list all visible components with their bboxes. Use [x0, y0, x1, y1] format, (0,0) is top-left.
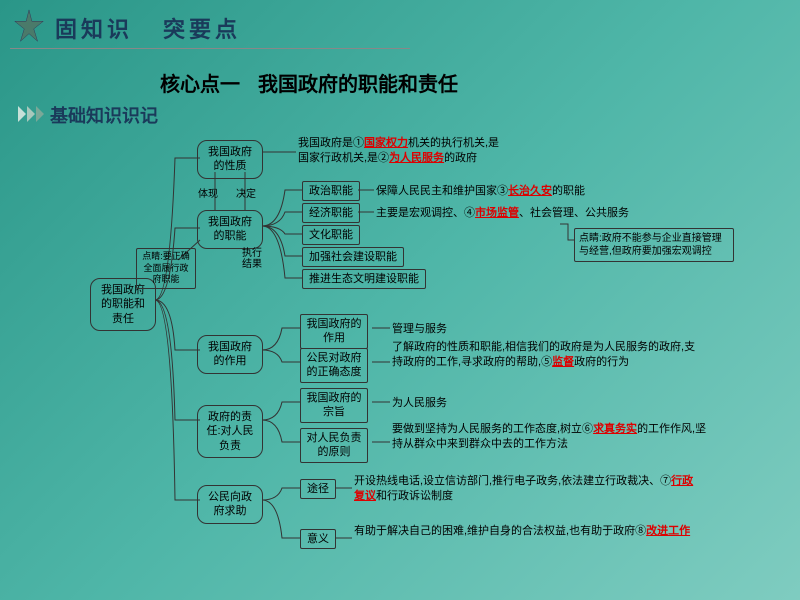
edge-label-jueding: 决定: [236, 185, 256, 200]
func-cultural: 文化职能: [302, 225, 360, 245]
help-way-desc: 开设热线电话,设立信访部门,推行电子政务,依法建立行政裁决、⑦行政复议和行政诉讼…: [354, 474, 704, 504]
edge-label-zhixing: 执行结果: [242, 248, 266, 270]
role-citizen: 公民对政府的正确态度: [300, 348, 368, 383]
role-gov: 我国政府的作用: [300, 314, 368, 349]
header-underline: [10, 48, 410, 49]
edge-label-tixian: 体现: [198, 185, 218, 200]
resp-principle-desc: 要做到坚持为人民服务的工作态度,树立⑥求真务实的工作作风,坚持从群众中来到群众中…: [392, 422, 712, 452]
node-role: 我国政府的作用: [197, 335, 263, 374]
role-citizen-desc: 了解政府的性质和职能,相信我们的政府是为人民服务的政府,支持政府的工作,寻求政府…: [392, 340, 702, 370]
nature-desc: 我国政府是①国家权力机关的执行机关,是 国家行政机关,是②为人民服务的政府: [298, 136, 499, 166]
header-title: 固知识 突要点: [55, 12, 241, 44]
resp-purpose: 我国政府的宗旨: [300, 388, 368, 423]
func-political: 政治职能: [302, 181, 360, 201]
node-functions: 我国政府的职能: [197, 210, 263, 249]
resp-principle: 对人民负责的原则: [300, 428, 368, 463]
resp-purpose-desc: 为人民服务: [392, 396, 447, 411]
role-gov-desc: 管理与服务: [392, 322, 447, 337]
help-meaning: 意义: [300, 529, 336, 549]
func-political-desc: 保障人民民主和维护国家③长治久安的职能: [376, 184, 585, 199]
header-title-b: 突要点: [163, 17, 241, 42]
func-social: 加强社会建设职能: [302, 247, 404, 267]
sub-heading: 基础知识识记: [50, 102, 158, 128]
main-title-b: 我国政府的职能和责任: [258, 74, 458, 96]
logo: [10, 8, 48, 46]
concept-map: 我国政府的职能和责任 我国政府的性质 我国政府的职能 我国政府的作用 政府的责任…: [0, 130, 800, 600]
main-title: 核心点一我国政府的职能和责任: [160, 68, 458, 97]
header-title-a: 固知识: [55, 17, 133, 42]
node-nature: 我国政府的性质: [197, 140, 263, 179]
tip-box-2: 点睛:政府不能参与企业直接管理与经营,但政府要加强宏观调控: [574, 228, 734, 262]
func-economic: 经济职能: [302, 203, 360, 223]
node-help: 公民向政府求助: [197, 485, 263, 524]
help-way: 途径: [300, 479, 336, 499]
chevron-icon: [18, 106, 44, 122]
tip-box-1: 点睛:要正确全面履行政府职能: [136, 248, 196, 289]
func-economic-desc: 主要是宏观调控、④市场监管、社会管理、公共服务: [376, 206, 629, 221]
main-title-a: 核心点一: [160, 74, 240, 96]
node-responsibility: 政府的责任:对人民负责: [197, 405, 263, 458]
func-eco: 推进生态文明建设职能: [302, 269, 426, 289]
help-meaning-desc: 有助于解决自己的困难,维护自身的合法权益,也有助于政府⑧改进工作: [354, 524, 704, 539]
